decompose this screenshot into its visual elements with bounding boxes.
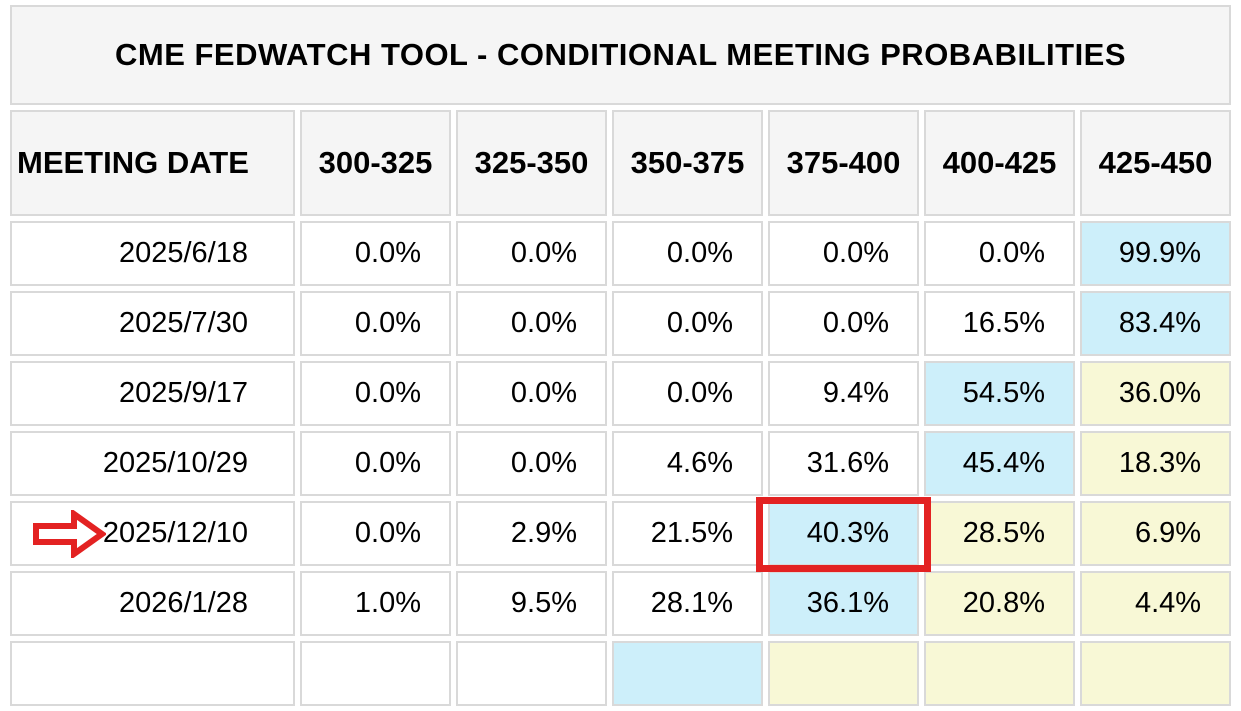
table-row: 2025/7/30 0.0% 0.0% 0.0% 0.0% 16.5% 83.4%: [10, 291, 1232, 356]
probability-cell: 1.0%: [300, 571, 451, 636]
probability-cell: 0.0%: [612, 291, 763, 356]
probability-cell: [456, 641, 607, 706]
table-title: CME FEDWATCH TOOL - CONDITIONAL MEETING …: [10, 5, 1232, 105]
probability-cell: 4.4%: [1080, 571, 1232, 636]
probability-cell: 0.0%: [300, 291, 451, 356]
probability-cell: 36.1%: [768, 571, 919, 636]
probability-cell: 2.9%: [456, 501, 607, 566]
probability-cell: 0.0%: [456, 291, 607, 356]
meeting-date-cell: 2025/12/10: [10, 501, 295, 566]
title-row: CME FEDWATCH TOOL - CONDITIONAL MEETING …: [10, 5, 1232, 105]
probability-cell: 36.0%: [1080, 361, 1232, 426]
header-row: MEETING DATE 300-325 325-350 350-375 375-400…: [10, 110, 1232, 216]
meeting-date-cell: 2025/7/30: [10, 291, 295, 356]
meeting-date-cell: 2025/6/18: [10, 221, 295, 286]
probability-cell: 0.0%: [768, 291, 919, 356]
probability-cell: [300, 641, 451, 706]
probability-cell: 40.3%: [756, 497, 931, 572]
probability-cell: 20.8%: [924, 571, 1075, 636]
meeting-date-cell: 2025/10/29: [10, 431, 295, 496]
probability-cell: [924, 641, 1075, 706]
column-header-rate-range: 300-325: [300, 110, 451, 216]
probability-cell: 0.0%: [768, 221, 919, 286]
meeting-date-cell: 2026/1/28: [10, 571, 295, 636]
probability-cell: 16.5%: [924, 291, 1075, 356]
right-arrow-icon: [32, 509, 106, 558]
probability-cell: 6.9%: [1080, 501, 1232, 566]
probability-cell: 0.0%: [456, 431, 607, 496]
column-header-meeting-date: MEETING DATE: [10, 110, 295, 216]
probability-cell: 21.5%: [612, 501, 763, 566]
table-row: 2026/1/28 1.0% 9.5% 28.1% 36.1% 20.8% 4.4%: [10, 571, 1232, 636]
probability-cell: 0.0%: [456, 361, 607, 426]
meeting-date-cell: [10, 641, 295, 706]
table-row: 2025/9/17 0.0% 0.0% 0.0% 9.4% 54.5% 36.0%: [10, 361, 1232, 426]
probability-cell: 45.4%: [924, 431, 1075, 496]
column-header-rate-range: 325-350: [456, 110, 607, 216]
probability-cell: [612, 641, 763, 706]
table-row: 2025/10/29 0.0% 0.0% 4.6% 31.6% 45.4% 18.3%: [10, 431, 1232, 496]
table-row-partial: [10, 641, 1232, 706]
highlight-box: [756, 497, 931, 572]
probability-cell: 18.3%: [1080, 431, 1232, 496]
table-row: 2025/12/10 0.0% 2.9% 21.5% 40.3% 28.5% 6.9%: [10, 497, 1232, 572]
probability-cell: 0.0%: [456, 221, 607, 286]
probability-cell: 9.5%: [456, 571, 607, 636]
probability-cell: 0.0%: [300, 361, 451, 426]
probability-cell: 28.1%: [612, 571, 763, 636]
probability-cell: 9.4%: [768, 361, 919, 426]
probability-cell: 99.9%: [1080, 221, 1232, 286]
probability-cell: [1080, 641, 1232, 706]
probability-cell: 31.6%: [768, 431, 919, 496]
column-header-rate-range: 400-425: [924, 110, 1075, 216]
probability-cell: 83.4%: [1080, 291, 1232, 356]
probability-cell: 0.0%: [612, 361, 763, 426]
probability-cell: 0.0%: [612, 221, 763, 286]
probability-cell: [768, 641, 919, 706]
probability-cell: 0.0%: [300, 221, 451, 286]
table-row: 2025/6/18 0.0% 0.0% 0.0% 0.0% 0.0% 99.9%: [10, 221, 1232, 286]
fedwatch-table: CME FEDWATCH TOOL - CONDITIONAL MEETING …: [5, 0, 1236, 711]
probability-cell: 0.0%: [300, 501, 451, 566]
column-header-rate-range: 375-400: [768, 110, 919, 216]
probability-cell: 4.6%: [612, 431, 763, 496]
meeting-date-cell: 2025/9/17: [10, 361, 295, 426]
column-header-rate-range: 425-450: [1080, 110, 1232, 216]
probability-cell: 54.5%: [924, 361, 1075, 426]
column-header-rate-range: 350-375: [612, 110, 763, 216]
probability-cell: 0.0%: [300, 431, 451, 496]
probability-cell: 28.5%: [924, 501, 1075, 566]
probability-cell: 0.0%: [924, 221, 1075, 286]
